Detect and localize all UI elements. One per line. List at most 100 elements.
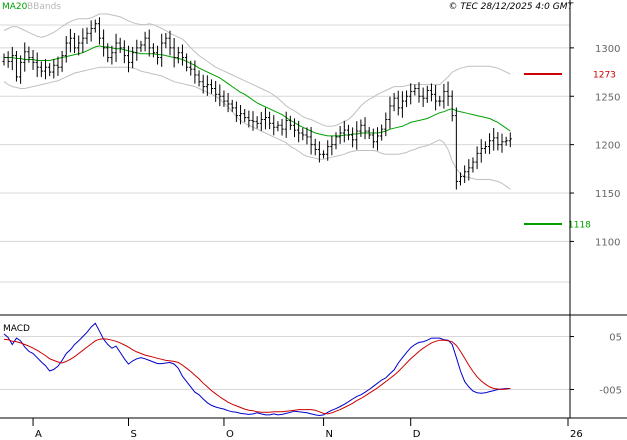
signal-line [3,338,511,415]
legend-ma20: MA20 [2,2,28,12]
ohlc-bar [110,45,114,65]
ohlc-bar [454,107,458,190]
moving-average-line [4,45,511,137]
ohlc-bar [147,29,151,57]
ohlc-bar [2,53,6,66]
ohlc-bar [346,124,351,141]
ohlc-bar [143,31,147,52]
price-axis-labels: 1300 1250 1200 1150 1100 [570,44,620,248]
ohlc-bar [164,32,168,49]
ohlc-bar [280,118,284,136]
upper-band-line [3,13,511,127]
ohlc-bar [375,127,380,151]
ohlc-bar [89,20,93,42]
ohlc-bar [475,146,479,170]
ohlc-bar [384,112,388,137]
price-tick-label: 1100 [595,237,620,248]
ohlc-bar [404,90,409,107]
ohlc-bar [292,118,297,138]
ohlc-bar [442,83,446,109]
ohlc-bar [77,35,81,56]
ohlc-bar [309,127,313,155]
ohlc-bar [313,138,317,156]
date-tick-label: O [226,429,234,440]
ohlc-bar [284,111,288,138]
ohlc-bar [160,33,164,67]
ohlc-bar [334,132,338,150]
macd-tick-label: -005 [599,386,622,397]
ohlc-bar [72,32,77,54]
ohlc-bar [255,116,259,129]
price-grid [0,24,570,283]
ohlc-bar [247,110,251,128]
ohlc-bar [371,128,375,149]
resistance-level-label: 1273 [593,71,616,81]
ohlc-bar [234,101,238,122]
ohlc-bar [189,60,193,76]
ohlc-bar [52,58,56,79]
macd-lines [3,322,511,417]
ohlc-bar [172,38,176,68]
ohlc-bar [10,46,14,71]
ohlc-bar [139,40,143,52]
macd-panel-title: MACD [3,324,30,334]
ohlc-bar [27,46,31,63]
ohlc-bar [479,139,483,163]
ohlc-bar [102,29,106,57]
ohlc-bar [14,50,19,82]
ohlc-bar [122,40,126,64]
date-tick-label: A [35,429,42,440]
ohlc-bar [330,135,334,156]
ohlc-bar [425,85,429,103]
ohlc-bar [359,119,363,137]
ohlc-bar [326,140,330,161]
panel-frames [0,0,627,419]
ohlc-bar [230,99,234,112]
ohlc-bar [388,96,392,129]
ohlc-bar [180,44,185,66]
macd-grid [0,336,570,391]
ohlc-bar [151,43,155,58]
ohlc-bar [68,28,72,53]
ohlc-bar [429,83,434,102]
ohlc-bar [197,70,201,87]
ohlc-bar [176,46,180,64]
ohlc-bar [19,55,23,84]
ohlc-bar [222,90,226,107]
ohlc-bar [276,121,280,132]
macd-tick-label: 05 [609,333,622,344]
ohlc-bar [43,59,48,80]
ohlc-bar [342,120,346,143]
ohlc-bar [508,132,512,148]
ohlc-bar [504,136,508,146]
ohlc-bar [185,53,189,72]
price-tick-label: 1200 [595,141,620,152]
ohlc-bar [64,36,68,63]
ohlc-bar [355,121,359,150]
ohlc-bar [450,90,454,122]
macd-line [3,322,511,417]
support-level-label: 1118 [568,221,591,231]
ma20-line [4,45,511,137]
ohlc-bar [23,42,27,72]
ohlc-bar [251,111,255,131]
date-axis: A S O N D 26 [32,418,583,440]
ohlc-bar [351,127,355,148]
ohlc-bar [338,126,342,144]
ohlc-bar [471,157,475,173]
ohlc-bar [467,159,471,181]
price-levels: 1273 1118 [524,71,616,231]
ohlc-bar [81,28,85,53]
ohlc-bar [321,150,326,159]
ohlc-bar [396,90,400,116]
ohlc-bar [500,133,504,153]
legend-bbands: BBands [27,2,61,12]
ohlc-bar [483,141,487,154]
ohlc-bar [60,50,64,72]
ohlc-bar [263,107,268,130]
macd-axis-labels: 05 -005 [570,333,622,397]
ohlc-bar [168,30,172,56]
ohlc-bar [458,172,463,186]
ohlc-bar [155,45,160,65]
